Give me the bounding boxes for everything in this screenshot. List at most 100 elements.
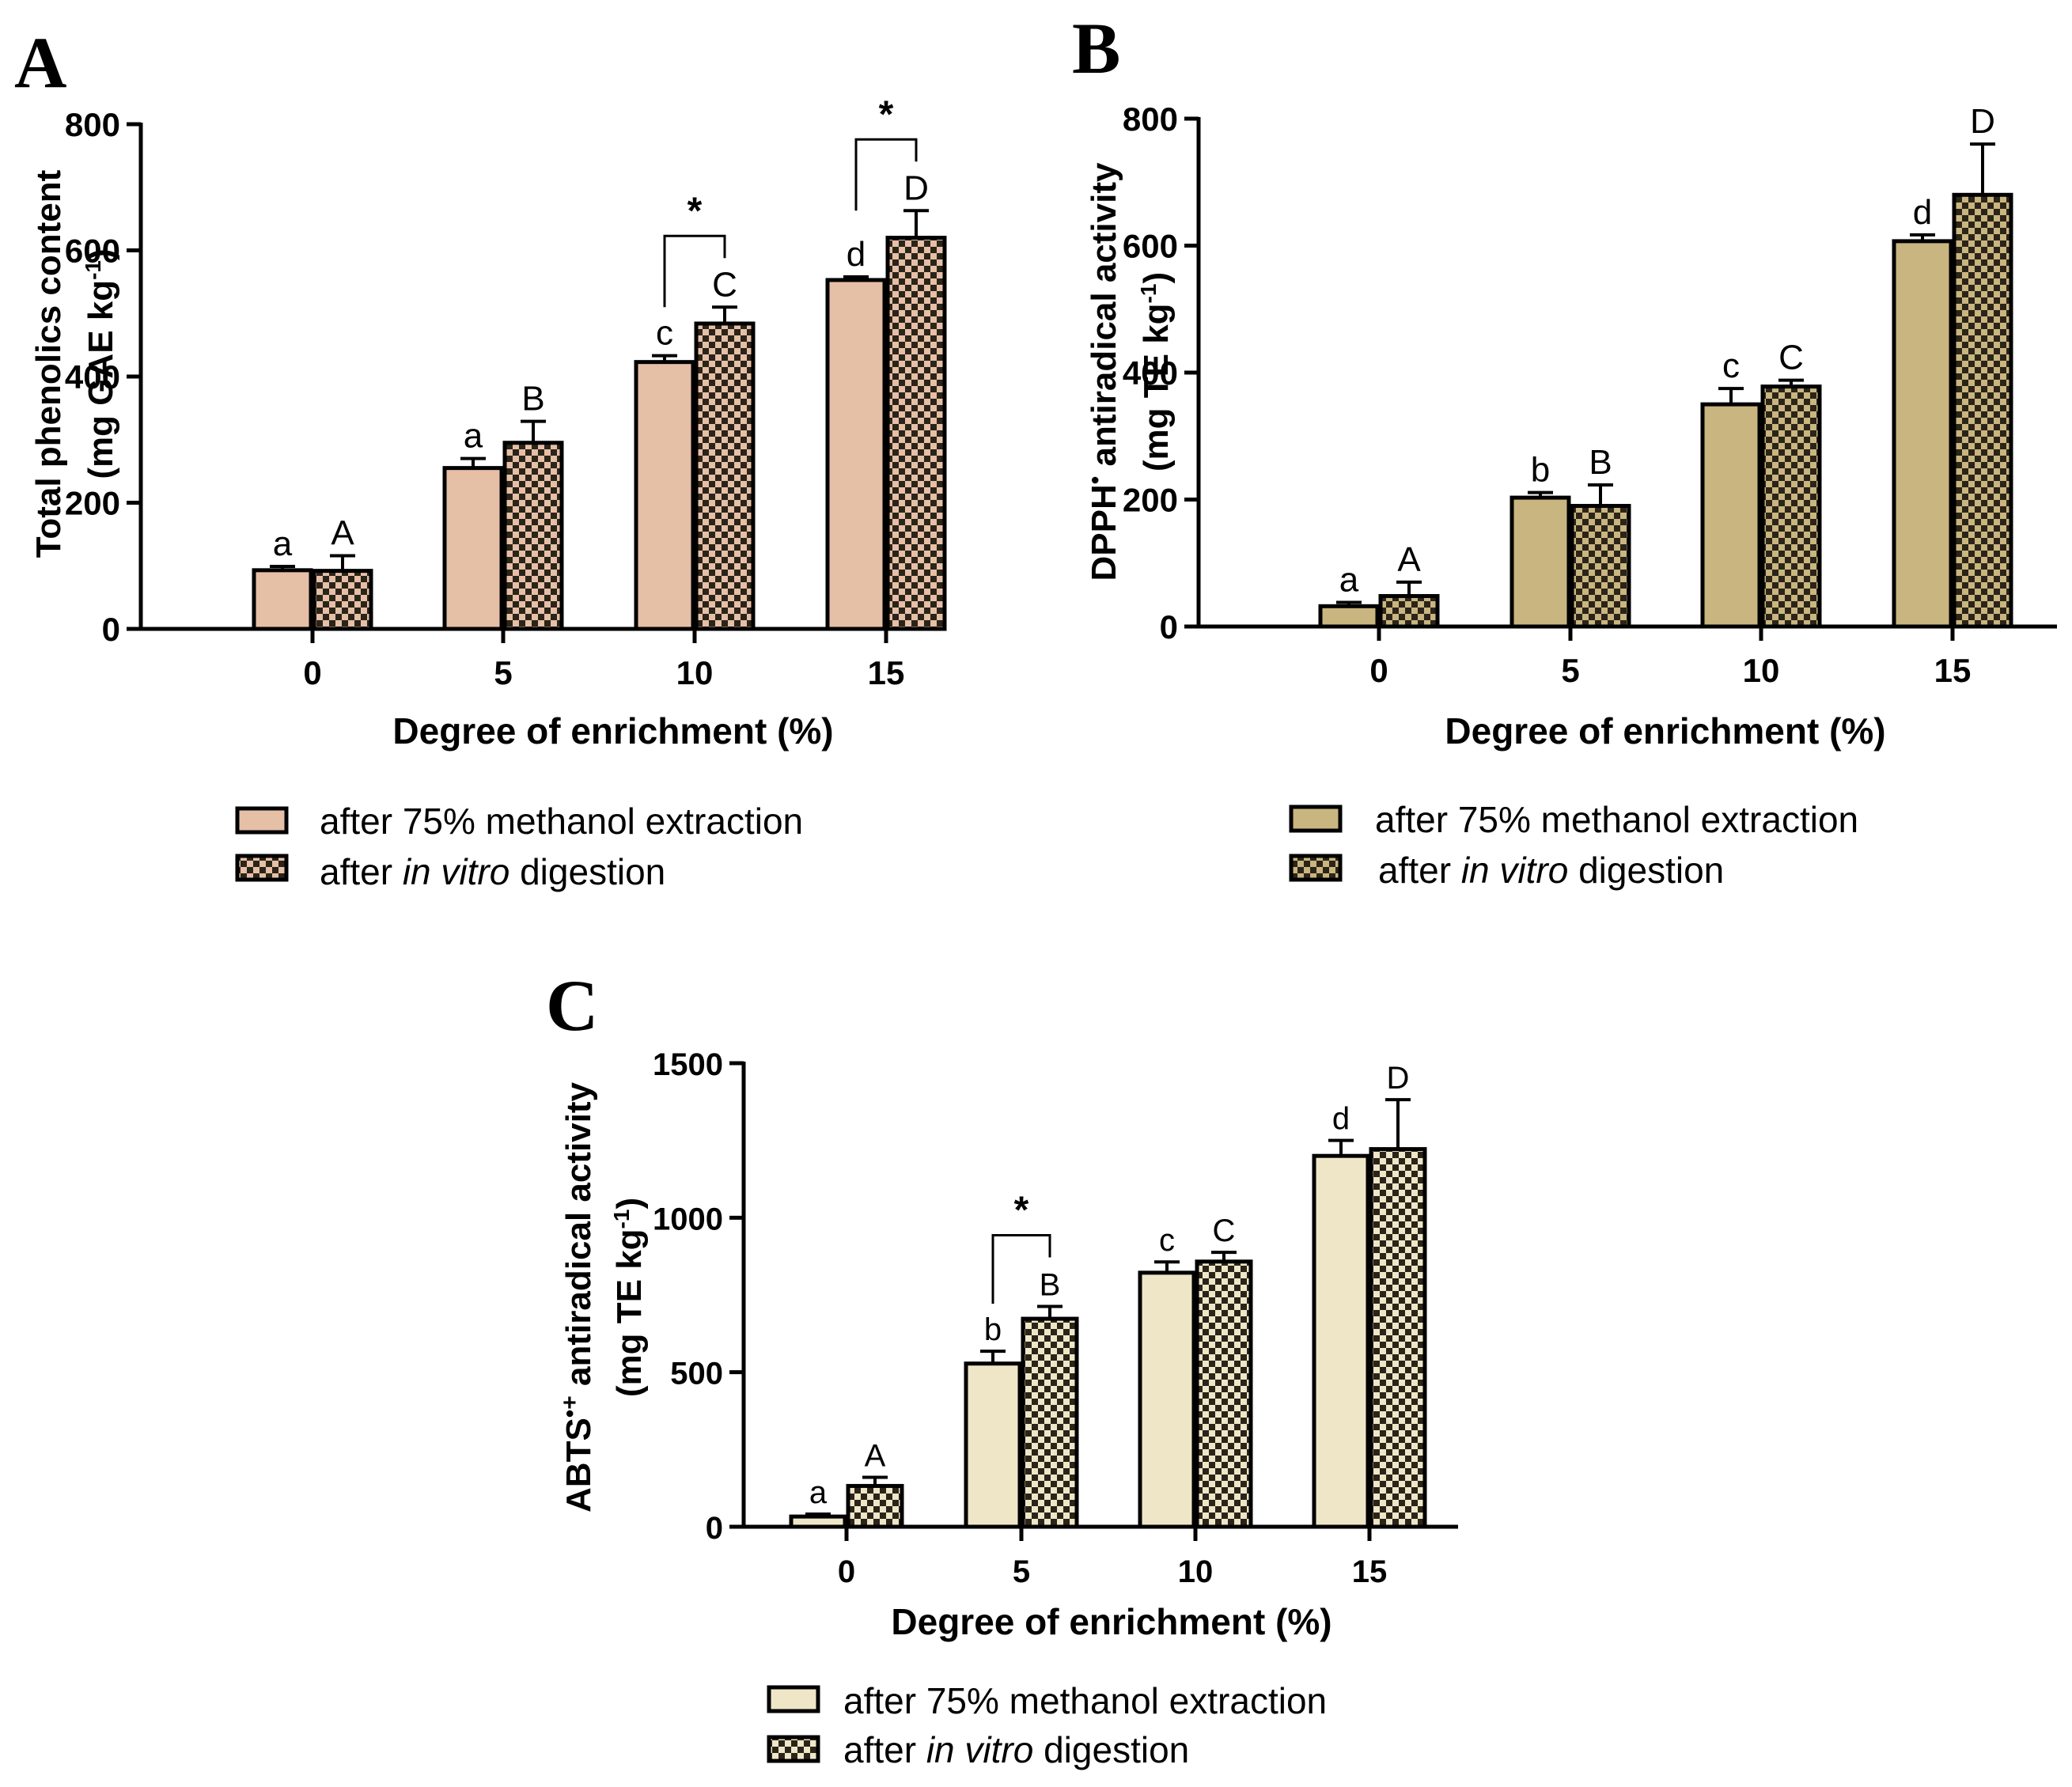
bar-digestion: [1570, 504, 1631, 629]
legend-swatch-solid-b: [1289, 805, 1343, 833]
y-axis-label-a: Total phenolics content: [29, 169, 68, 558]
significance-letter: D: [1387, 1061, 1410, 1096]
x-tick-label: 5: [1013, 1554, 1030, 1589]
significance-letter: D: [903, 168, 929, 207]
label-post-b: antiradical activity: [1085, 162, 1123, 476]
label-sup-c: •+: [557, 1395, 583, 1418]
bar-digestion: [312, 569, 373, 631]
x-tick-label: 10: [1743, 652, 1780, 689]
x-axis-label-a: Degree of enrichment (%): [392, 710, 833, 752]
unit-pre-b: (mg TE kg: [1137, 303, 1176, 471]
bar-digestion: [846, 1483, 904, 1529]
significance-letter: B: [1589, 443, 1612, 482]
y-tick-label: 0: [102, 611, 120, 648]
bar-digestion: [1952, 192, 2013, 629]
bar-digestion: [694, 321, 756, 631]
legend-swatch-solid-c: [767, 1685, 820, 1713]
x-tick-label: 10: [676, 654, 714, 691]
bar-extraction: [964, 1361, 1022, 1529]
significance-letter: a: [273, 524, 293, 563]
panel-label-b: B: [1072, 8, 1120, 89]
legend-label-checker-b: after in vitro digestion: [1378, 850, 1724, 891]
bars-c: a b c d A B C D *: [789, 1061, 1427, 1529]
significance-letter: B: [521, 380, 544, 418]
y-tick-label: 200: [65, 485, 120, 522]
y-axis-unit-a: (mg GAE kg-1): [81, 248, 121, 479]
y-axis-unit-b: (mg TE kg-1): [1136, 272, 1176, 471]
unit-post-b: ): [1137, 272, 1176, 284]
bar-digestion: [1378, 593, 1440, 629]
label-pre-c: ABTS: [559, 1418, 598, 1513]
bar-digestion: [885, 236, 947, 631]
legend-suffix: digestion: [520, 851, 665, 892]
bar-extraction: [1700, 402, 1762, 629]
legend-swatch-checker-a: [235, 854, 289, 882]
x-tick-label: 15: [868, 654, 905, 691]
significance-letter: a: [809, 1475, 828, 1510]
bars-b: a b c d A B C D: [1318, 102, 2013, 629]
y-tick-label: 0: [706, 1511, 723, 1546]
significance-bracket: [854, 138, 918, 211]
y-tick-label: 600: [65, 233, 120, 270]
y-tick-label: 500: [670, 1357, 723, 1391]
unit-pre-c: (mg TE kg: [610, 1229, 649, 1397]
significance-bracket: [663, 234, 726, 308]
bar-extraction: [442, 466, 504, 631]
y-tick-label: 1500: [653, 1047, 723, 1082]
legend-a: after 75% methanol extraction after in v…: [235, 801, 803, 892]
label-sup-b: •: [1082, 476, 1108, 485]
panel-label-c: C: [546, 965, 598, 1046]
x-tick-label: 15: [1934, 652, 1972, 689]
bar-extraction: [1138, 1270, 1196, 1529]
unit-pre-a: (mg GAE kg: [81, 280, 120, 479]
chart-panel-a: A Total phenolics content (mg GAE kg-1) …: [14, 22, 947, 892]
x-tick-label: 0: [1369, 652, 1388, 689]
significance-bracket: [991, 1233, 1051, 1304]
unit-sup-b: -1: [1136, 284, 1161, 304]
legend-italic: in vitro: [1461, 850, 1568, 891]
y-axis-label-c: ABTS•+ antiradical activity: [557, 1081, 599, 1513]
legend-pre: after: [320, 851, 392, 892]
x-tick-label: 15: [1352, 1554, 1388, 1589]
x-ticks-c: 0 5 10 15: [838, 1527, 1387, 1589]
chart-panel-c: C ABTS•+ antiradical activity (mg TE kg-…: [546, 965, 1458, 1770]
significance-letter: d: [1332, 1102, 1350, 1137]
legend-label-checker-a: after in vitro digestion: [320, 851, 665, 892]
significance-letter: A: [331, 513, 354, 552]
significance-letter: b: [984, 1312, 1002, 1347]
x-ticks-a: 0 5 10 15: [303, 629, 904, 691]
significance-letter: b: [1531, 451, 1550, 490]
legend-c: after 75% methanol extraction after in v…: [767, 1680, 1327, 1770]
legend-label-solid-c: after 75% methanol extraction: [843, 1680, 1327, 1721]
y-tick-label: 400: [65, 358, 120, 396]
unit-post-a: ): [81, 248, 120, 260]
significance-letter: B: [1040, 1267, 1061, 1302]
y-axis-label-b: DPPH• antiradical activity: [1082, 162, 1124, 581]
legend-italic: in vitro: [926, 1729, 1033, 1770]
label-post-c: antiradical activity: [559, 1081, 598, 1395]
x-tick-label: 5: [1561, 652, 1579, 689]
legend-swatch-checker-b: [1289, 854, 1343, 882]
significance-letter: d: [847, 235, 866, 274]
y-axis-unit-c: (mg TE kg-1): [609, 1198, 650, 1397]
bar-extraction: [1318, 604, 1380, 629]
significance-letter: A: [865, 1438, 886, 1473]
significance-star: *: [879, 93, 894, 135]
bar-extraction: [1892, 239, 1953, 629]
significance-letter: c: [1722, 346, 1740, 385]
chart-panel-b: B DPPH• antiradical activity (mg TE kg-1…: [1072, 8, 2057, 891]
y-tick-label: 800: [65, 106, 120, 143]
y-tick-label: 400: [1123, 354, 1178, 392]
x-axis-label-c: Degree of enrichment (%): [891, 1601, 1331, 1642]
x-tick-label: 5: [494, 654, 512, 691]
legend-pre: after: [843, 1729, 916, 1770]
bar-extraction: [1509, 495, 1571, 629]
panel-label-a: A: [14, 22, 66, 103]
legend-swatch-checker-c: [767, 1735, 820, 1763]
y-ticks-b: 0 200 400 600 800: [1123, 100, 1199, 646]
significance-letter: a: [464, 417, 483, 456]
bar-digestion: [1021, 1316, 1079, 1529]
unit-sup-a: -1: [81, 260, 105, 280]
unit-sup-c: -1: [609, 1210, 634, 1229]
